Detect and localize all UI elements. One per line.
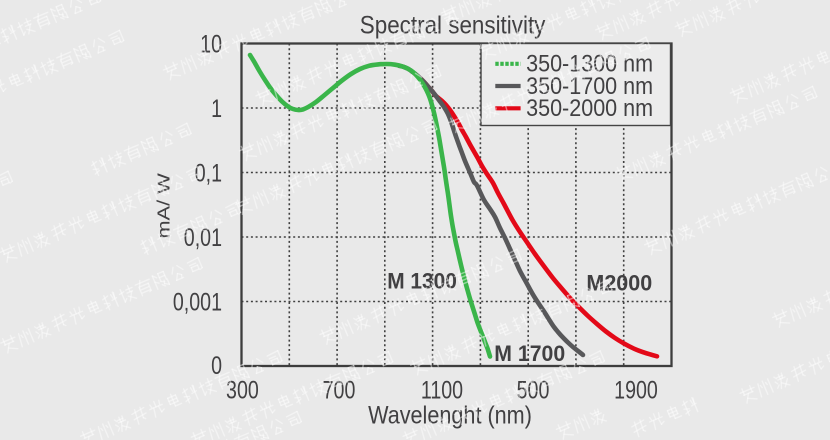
svg-text:1: 1 [211, 95, 222, 123]
svg-text:350-1700 nm: 350-1700 nm [526, 73, 653, 100]
svg-text:0: 0 [211, 352, 222, 380]
svg-text:0,001: 0,001 [173, 288, 222, 316]
svg-text:300: 300 [226, 376, 259, 404]
svg-text:1900: 1900 [614, 376, 658, 404]
svg-text:1100: 1100 [421, 376, 463, 404]
svg-text:M 1700: M 1700 [494, 341, 565, 366]
svg-text:0,1: 0,1 [195, 159, 222, 187]
svg-text:M2000: M2000 [586, 271, 652, 296]
svg-text:mA/ W: mA/ W [154, 173, 174, 239]
svg-text:350-2000 nm: 350-2000 nm [526, 95, 653, 122]
